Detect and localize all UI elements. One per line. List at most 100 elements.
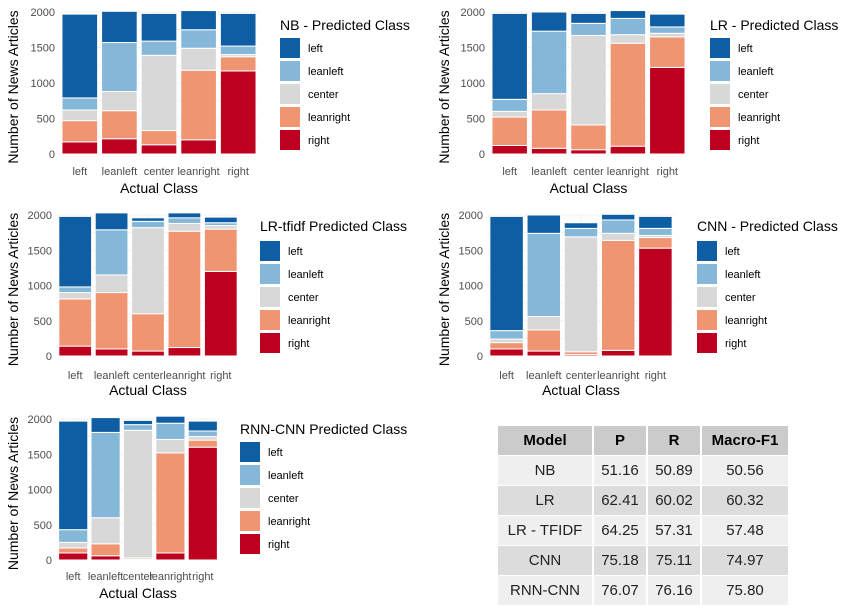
metrics-cell: 51.16 — [593, 455, 648, 486]
panel-4-legend-swatch-leanleft — [697, 264, 717, 284]
panel-2-bar-left-center — [491, 110, 528, 118]
panel-3-legend-label-leanleft: leanleft — [288, 269, 323, 281]
panel-5-legend-label-leanleft: leanleft — [268, 470, 303, 482]
panel-2-bar-left-leanright — [491, 116, 528, 146]
panel-5-y-tick-label: 0 — [46, 555, 52, 567]
panel-2-bar-leanright-leanleft — [609, 17, 647, 36]
panel-5-bar-right-left — [187, 420, 218, 432]
metrics-row: LR 62.41 60.02 60.32 — [498, 485, 790, 516]
panel-1-bar-left-leanright — [61, 120, 99, 143]
panel-5-bar-leanright-center — [155, 438, 186, 454]
panel-3-y-tick-label: 0 — [46, 351, 52, 363]
panel-5-bar-left-leanright — [58, 547, 89, 554]
metrics-cell: 50.56 — [701, 455, 790, 486]
panel-1-legend-label-leanleft: leanleft — [308, 66, 343, 78]
panel-4-bar-left-leanleft — [489, 330, 524, 340]
panel-1-x-tick-label: leanleft — [102, 166, 137, 178]
panel-4-bar-right-leanleft — [638, 227, 673, 236]
panel-5-bar-leanright-leanright — [155, 452, 186, 554]
panel-1-bar-right-left — [219, 12, 257, 47]
panel-4-y-tick-label: 1000 — [459, 281, 483, 293]
panel-1-bar-leanright-left — [180, 10, 217, 31]
panel-2-y-tick-label: 1500 — [461, 43, 485, 55]
panel-3-x-tick-label: leanleft — [94, 370, 129, 382]
panel-4-bar-leanright-left — [600, 213, 636, 221]
panel-5-legend-label-left: left — [268, 447, 283, 459]
metrics-cell: 57.31 — [647, 515, 702, 546]
panel-3-y-tick-label: 500 — [34, 316, 52, 328]
panel-5-bar-center-center — [122, 429, 154, 559]
panel-5-bar-left-left — [58, 420, 89, 531]
metrics-cell: NB — [498, 455, 594, 486]
panel-3-bar-right-center — [203, 225, 238, 230]
panel-2-y-tick-label: 0 — [479, 149, 485, 161]
panel-1-legend-title: NB - Predicted Class — [280, 17, 410, 33]
panel-1-bar-center-left — [140, 12, 178, 42]
panel-4-bar-left-right — [489, 348, 524, 357]
panel-5-bar-right-center — [187, 436, 218, 441]
panel-2-x-tick-label: left — [502, 166, 517, 178]
panel-2-bar-center-left — [570, 12, 607, 24]
panel-3-x-axis-title: Actual Class — [109, 382, 187, 398]
panel-5-bar-left-right — [58, 552, 89, 561]
panel-2-bar-right-leanleft — [649, 26, 686, 34]
panel-5-bar-leanleft-leanright — [90, 543, 121, 557]
panel-3-x-tick-label: leanright — [163, 370, 205, 382]
panel-1-bar-leanleft-leanleft — [101, 42, 138, 93]
metrics-cell: 57.48 — [701, 515, 790, 546]
panel-2-legend-swatch-leanleft — [710, 61, 730, 81]
panel-1-bar-leanleft-right — [101, 138, 138, 155]
panel-3-y-tick-label: 2000 — [28, 210, 52, 222]
panel-3-bar-left-leanleft — [58, 286, 93, 294]
panel-2-legend-swatch-left — [710, 38, 730, 58]
panel-2-bar-right-center — [649, 32, 686, 38]
panel-1-y-tick-label: 500 — [37, 114, 55, 126]
panel-2-bar-leanleft-leanright — [530, 109, 568, 149]
panel-4-bar-left-left — [489, 215, 524, 332]
panel-2-bar-center-leanright — [570, 124, 607, 151]
panel-4-y-tick-label: 0 — [477, 351, 483, 363]
panel-2-bar-leanright-right — [609, 145, 647, 155]
panel-1-x-tick-label: left — [72, 166, 87, 178]
panel-4-y-tick-label: 1500 — [459, 245, 483, 257]
panel-3-legend-swatch-right — [260, 333, 280, 353]
panel-4-x-tick-label: left — [499, 370, 514, 382]
panel-5-y-tick-label: 2000 — [28, 414, 52, 426]
panel-4-bar-leanright-leanleft — [600, 219, 636, 234]
panel-3-bar-left-center — [58, 292, 93, 300]
panel-1-bar-left-center — [61, 109, 99, 122]
panel-3-legend-label-right: right — [288, 338, 309, 350]
panel-1-x-tick-label: center — [144, 166, 175, 178]
panel-5-bar-leanright-leanleft — [155, 422, 186, 440]
panel-4-bar-leanleft-leanleft — [526, 232, 562, 318]
panel-5-x-tick-label: right — [192, 571, 213, 583]
panel-2-legend-label-right: right — [738, 135, 759, 147]
panel-3-legend-label-left: left — [288, 246, 303, 258]
panel-1-bar-center-leanleft — [140, 40, 178, 56]
panel-3-bar-center-right — [131, 350, 165, 357]
metrics-row: CNN 75.18 75.11 74.97 — [498, 545, 790, 576]
panel-5-bar-leanleft-leanleft — [90, 431, 121, 519]
metrics-row: RNN-CNN 76.07 76.16 75.80 — [498, 575, 790, 606]
panel-1-legend-swatch-leanright — [280, 107, 300, 127]
panel-5-bar-leanright-right — [155, 552, 186, 561]
metrics-table-body: NB 51.16 50.89 50.56 LR 62.41 60.02 60.32 LR - T… — [498, 455, 790, 606]
panel-1-bar-center-leanright — [140, 130, 178, 146]
panel-4-bar-left-center — [489, 338, 524, 344]
panel-1-bar-left-right — [61, 141, 99, 155]
panel-3-x-tick-label: center — [133, 370, 164, 382]
panel-4-legend-label-center: center — [725, 292, 756, 304]
panel-5-x-tick-label: left — [66, 571, 81, 583]
panel-1-legend-label-left: left — [308, 43, 323, 55]
panel-5-bar-leanleft-right — [90, 555, 121, 561]
panel-3-legend-swatch-leanleft — [260, 264, 280, 284]
panel-4-bar-right-right — [638, 247, 673, 357]
panel-4-bar-center-center — [563, 236, 599, 353]
panel-2-bar-leanleft-right — [530, 147, 568, 155]
panel-1-legend-swatch-left — [280, 38, 300, 58]
panel-5-bar-left-leanleft — [58, 529, 89, 543]
metrics-cell: 76.16 — [647, 575, 702, 606]
panel-2-bar-right-left — [649, 13, 686, 28]
panel-3-legend-swatch-center — [260, 287, 280, 307]
